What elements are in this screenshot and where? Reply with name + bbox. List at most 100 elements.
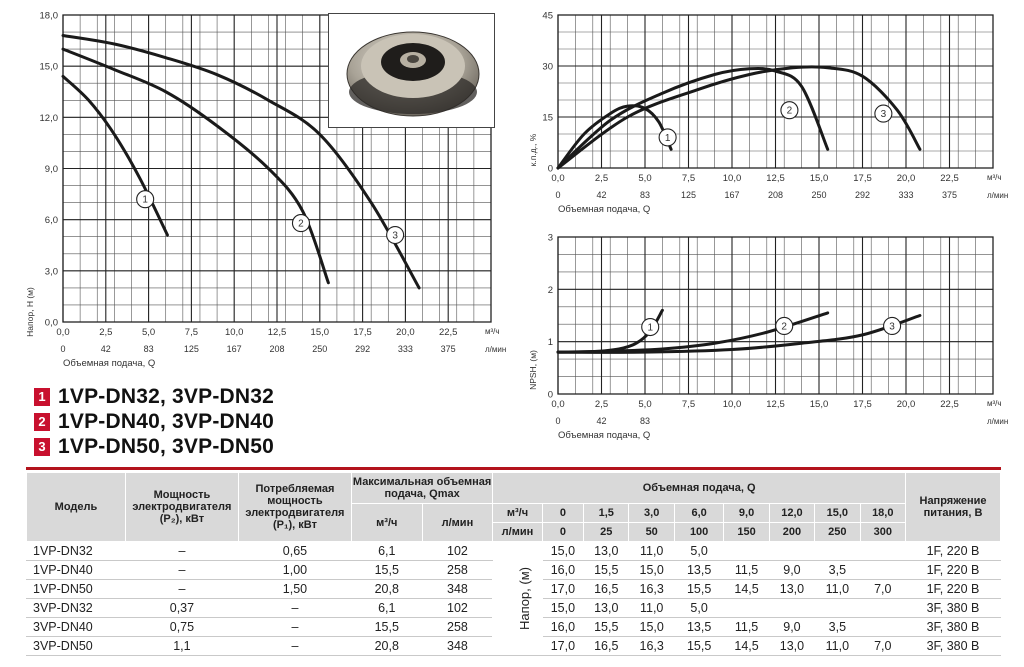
table-row: 3VP-DN40 0,75–15,5 258 16,0 15,5 15,0 13,5 11,5… <box>26 617 1001 637</box>
x-tick-label: 2,5 <box>595 173 608 184</box>
flow-value-lmin: 100 <box>673 522 725 542</box>
header-consumed-power: Потребляемая мощность электродвигателя (… <box>237 472 352 542</box>
flow-value-lmin: 200 <box>768 522 816 542</box>
head-value-cell: 15,0 <box>628 617 675 637</box>
head-value-cell: 16,5 <box>583 579 630 599</box>
x2-tick-label: 125 <box>184 344 199 354</box>
table-top-rule <box>26 467 1001 470</box>
flow-value-lmin: 150 <box>723 522 770 542</box>
head-label: Напор, (м) <box>517 567 533 630</box>
x2-tick-label: 333 <box>898 190 913 200</box>
flow-value-lmin: 0 <box>541 522 585 542</box>
y-tick-label: 12,0 <box>40 113 59 124</box>
legend-item: 1 1VP-DN32, 3VP-DN32 <box>34 384 274 409</box>
consumed-power-cell: – <box>237 598 352 618</box>
head-value-cell: 3,5 <box>814 560 861 580</box>
header-motor-power: Мощность электродвигателя (P₂), кВт <box>124 472 239 542</box>
motor-power-cell: – <box>124 541 239 561</box>
x-axis-title: Объемная подача, Q <box>558 430 650 441</box>
voltage-cell: 1F, 220 В <box>905 560 1001 580</box>
x2-tick-label: 250 <box>811 190 826 200</box>
head-value-cell: 14,5 <box>723 579 770 599</box>
y-tick-label: 2 <box>548 285 553 296</box>
header-voltage: Напряжение питания, В <box>905 472 1001 542</box>
curve-label-circle <box>658 128 677 147</box>
x2-tick-label: 83 <box>640 416 650 426</box>
curve-label-circle <box>883 316 902 336</box>
head-value-cell: 17,0 <box>541 579 585 599</box>
legend-label: 1VP-DN40, 3VP-DN40 <box>58 409 275 433</box>
head-value-cell: 16,0 <box>541 560 585 580</box>
flow-value-lmin: 25 <box>583 522 630 542</box>
x-tick-label: 12,5 <box>268 327 287 338</box>
x2-tick-label: 0 <box>555 416 560 426</box>
y-tick-label: 1 <box>548 337 553 348</box>
x-tick-label: 0,0 <box>551 399 564 410</box>
curve-label-number: 3 <box>881 109 887 120</box>
curve-label-number: 3 <box>889 321 895 332</box>
header-model: Модель <box>26 472 126 542</box>
x2-tick-label: 0 <box>555 190 560 200</box>
x2-tick-label: 167 <box>724 190 739 200</box>
head-value-cell: 15,5 <box>673 636 725 656</box>
flow-value-m3: 9,0 <box>723 503 770 523</box>
curve-label-number: 1 <box>665 133 671 144</box>
head-value-cell: 11,0 <box>814 636 861 656</box>
head-value-cell: 13,0 <box>583 598 630 618</box>
qmax-lmin-cell: 258 <box>421 617 494 637</box>
head-value-cell: 15,0 <box>541 541 585 561</box>
y-axis-title: Напор, H (м) <box>25 287 35 337</box>
legend-number: 3 <box>34 437 50 456</box>
x-tick-label: 5,0 <box>638 173 651 184</box>
x-tick-label: 5,0 <box>638 399 651 410</box>
head-value-cell <box>723 541 770 561</box>
qmax-lmin-cell: 102 <box>421 598 494 618</box>
head-value-cell <box>859 541 907 561</box>
flow-value-lmin: 50 <box>628 522 675 542</box>
x2-tick-label: 292 <box>355 344 370 354</box>
head-value-cell: 14,5 <box>723 636 770 656</box>
head-value-cell: 11,0 <box>814 579 861 599</box>
plot-frame <box>557 236 994 395</box>
head-value-cell: 15,5 <box>673 579 725 599</box>
curve-label-circle <box>874 104 893 123</box>
qmax-lmin-cell: 258 <box>421 560 494 580</box>
model-cell: 3VP-DN40 <box>26 617 126 637</box>
voltage-cell: 3F, 380 В <box>905 617 1001 637</box>
x-tick-label: 17,5 <box>853 399 872 410</box>
x2-tick-label: 375 <box>441 344 456 354</box>
x2-tick-label: 0 <box>60 344 65 354</box>
y-axis-title: NPSH, (м) <box>528 350 538 390</box>
head-value-cell: 13,0 <box>583 541 630 561</box>
qmax-m3-cell: 20,8 <box>350 579 423 599</box>
y-tick-label: 0 <box>548 390 553 401</box>
table-row: 1VP-DN32–0,65 6,1 102 Напор, (м) 15,0 13,0 11,… <box>26 541 1001 656</box>
head-value-cell <box>768 541 816 561</box>
head-value-cell: 13,0 <box>768 579 816 599</box>
table-row: 1VP-DN40–1,00 15,5 258 16,0 15,5 15,0 13,5 11,5… <box>26 560 1001 580</box>
x2-tick-label: 250 <box>312 344 327 354</box>
x2-tick-label: 208 <box>768 190 783 200</box>
y-tick-label: 3,0 <box>45 266 58 277</box>
model-cell: 1VP-DN32 <box>26 541 126 561</box>
head-value-cell: 15,0 <box>541 598 585 618</box>
curve-label-circle <box>641 317 660 337</box>
head-value-cell: 11,5 <box>723 617 770 637</box>
head-value-cell <box>768 598 816 618</box>
x-axis-title: Объемная подача, Q <box>63 358 155 369</box>
flow-value-lmin: 300 <box>859 522 907 542</box>
curve-series-3 <box>556 65 922 170</box>
x-unit-label: м³/ч <box>485 327 500 336</box>
table-row: 3VP-DN50 1,1–20,8 348 17,0 16,5 16,3 15,5 14,5 1… <box>26 636 1001 656</box>
legend-item: 2 1VP-DN40, 3VP-DN40 <box>34 409 274 434</box>
x-tick-label: 12,5 <box>766 173 785 184</box>
x-axis-title: Объемная подача, Q <box>558 204 650 215</box>
table-row: 1VP-DN50–1,50 20,8 348 17,0 16,5 16,3 15,5 14,5… <box>26 579 1001 599</box>
x-tick-label: 17,5 <box>853 173 872 184</box>
x-tick-label: 15,0 <box>810 173 829 184</box>
x-tick-label: 12,5 <box>766 399 785 410</box>
curve-label-number: 2 <box>787 106 793 117</box>
head-value-cell: 16,5 <box>583 636 630 656</box>
y-tick-label: 18,0 <box>40 11 59 22</box>
curve-legend: 1 1VP-DN32, 3VP-DN32 2 1VP-DN40, 3VP-DN4… <box>34 384 274 459</box>
